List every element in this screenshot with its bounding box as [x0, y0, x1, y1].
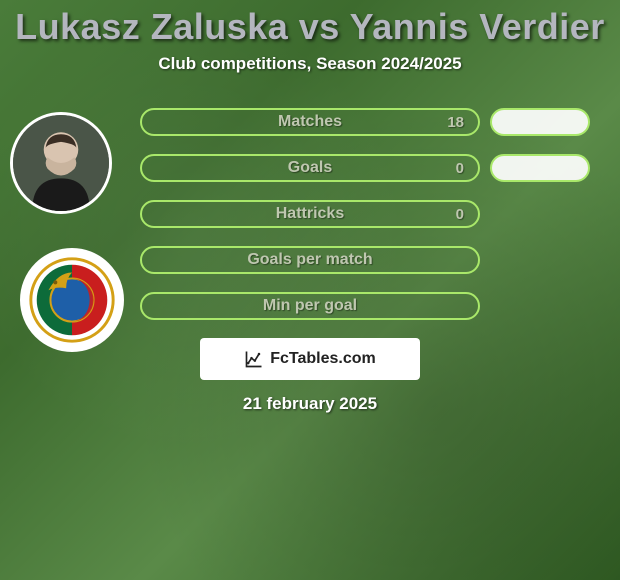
- watermark: FcTables.com: [200, 338, 420, 380]
- stat-pill: Goals per match: [140, 246, 480, 274]
- stat-label: Hattricks: [276, 205, 344, 223]
- stat-label: Min per goal: [263, 297, 357, 315]
- stat-pill: Min per goal: [140, 292, 480, 320]
- stat-pill: Goals 0: [140, 154, 480, 182]
- comparison-pill: [490, 108, 590, 136]
- stat-label: Matches: [278, 113, 342, 131]
- page-title: Lukasz Zaluska vs Yannis Verdier: [0, 6, 620, 48]
- stat-value: 18: [447, 114, 464, 131]
- stat-row: Goals per match: [0, 246, 620, 274]
- comparison-pill: [490, 154, 590, 182]
- stat-row: Min per goal: [0, 292, 620, 320]
- subtitle: Club competitions, Season 2024/2025: [0, 54, 620, 74]
- stats-list: Matches 18 Goals 0 Hattricks 0 Goals per match…: [0, 108, 620, 320]
- stat-row: Matches 18: [0, 108, 620, 136]
- stat-value: 0: [456, 206, 464, 223]
- watermark-text: FcTables.com: [270, 350, 376, 368]
- stat-pill: Hattricks 0: [140, 200, 480, 228]
- date-text: 21 february 2025: [0, 394, 620, 414]
- stat-pill: Matches 18: [140, 108, 480, 136]
- stat-value: 0: [456, 160, 464, 177]
- stat-label: Goals: [288, 159, 332, 177]
- stat-row: Goals 0: [0, 154, 620, 182]
- stat-label: Goals per match: [247, 251, 372, 269]
- stat-row: Hattricks 0: [0, 200, 620, 228]
- chart-icon: [244, 349, 264, 369]
